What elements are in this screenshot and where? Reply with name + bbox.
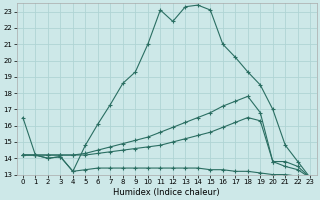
X-axis label: Humidex (Indice chaleur): Humidex (Indice chaleur) — [113, 188, 220, 197]
